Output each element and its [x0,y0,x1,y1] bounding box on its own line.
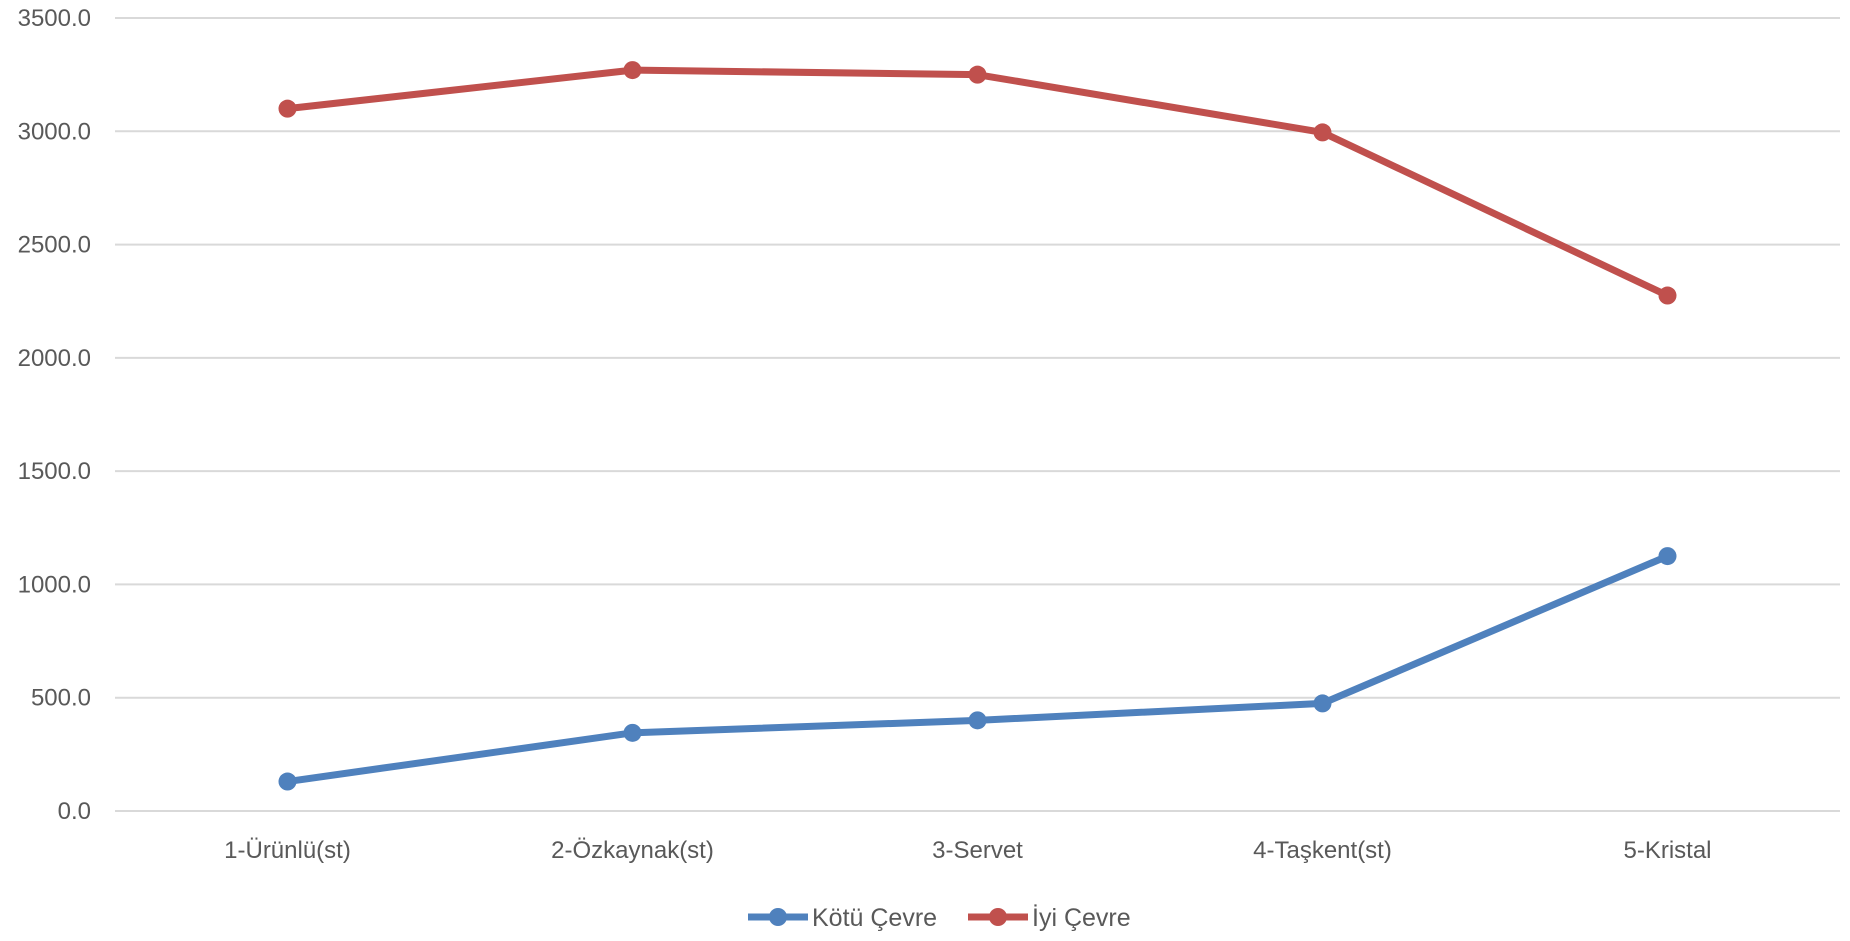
y-tick-label: 500.0 [31,685,91,712]
data-point [1313,123,1332,142]
legend-label: İyi Çevre [1032,903,1131,932]
data-point [278,99,297,118]
x-tick-label: 3-Servet [932,837,1023,864]
legend-swatch-marker [769,908,787,926]
series-kotu-cevre [278,547,1677,791]
x-tick-label: 4-Taşkent(st) [1253,837,1392,864]
y-tick-label: 2000.0 [18,345,91,372]
y-tick-label: 1000.0 [18,571,91,598]
data-point [623,61,642,80]
x-tick-label: 2-Özkaynak(st) [551,837,714,864]
legend-item[interactable]: İyi Çevre [968,903,1131,932]
legend-swatch-marker [989,908,1007,926]
x-tick-label: 5-Kristal [1623,837,1711,864]
legend[interactable]: Kötü Çevre İyi Çevre [748,903,1131,932]
y-tick-label: 0.0 [58,798,91,825]
data-point [968,711,987,730]
series-line [284,66,1671,300]
data-point [1658,547,1677,566]
data-point [968,65,987,84]
data-point [1658,286,1677,305]
legend-label: Kötü Çevre [812,904,937,932]
y-tick-label: 2500.0 [18,232,91,259]
x-axis-tick-labels: 1-Ürünlü(st) 2-Özkaynak(st) 3-Servet 4-Taşk… [224,837,1711,864]
data-point [1313,694,1332,713]
y-tick-label: 3000.0 [18,118,91,145]
y-axis-tick-labels: 0.0 500.0 1000.0 1500.0 2000.0 2500.0 3000.0 35… [18,5,91,825]
y-tick-label: 3500.0 [18,5,91,32]
series-line [284,552,1671,786]
data-point [623,723,642,742]
x-tick-label: 1-Ürünlü(st) [224,837,351,864]
series-iyi-cevre [278,61,1677,305]
data-point [278,772,297,791]
y-tick-label: 1500.0 [18,458,91,485]
legend-item[interactable]: Kötü Çevre [748,904,937,932]
series-lines [278,61,1677,791]
gridlines [115,17,1840,812]
